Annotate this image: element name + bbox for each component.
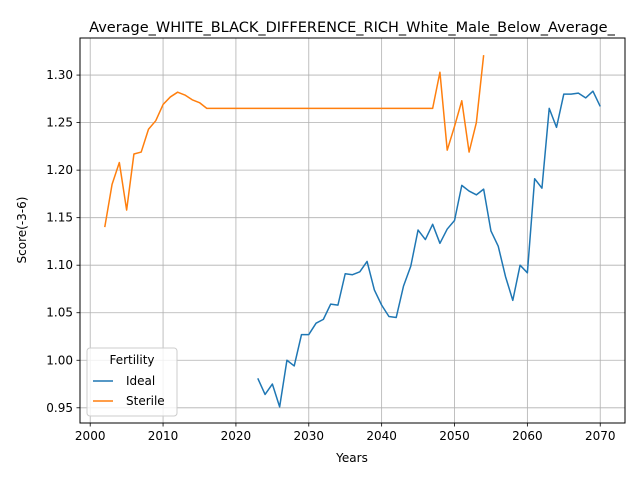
y-tick-label: 1.05 — [46, 306, 73, 320]
x-tick-label: 2050 — [439, 429, 470, 443]
legend-label-sterile: Sterile — [126, 394, 165, 408]
y-tick-label: 0.95 — [46, 401, 73, 415]
x-tick-label: 2000 — [75, 429, 106, 443]
x-tick-label: 2020 — [221, 429, 252, 443]
y-tick-label: 1.30 — [46, 68, 73, 82]
x-tick-label: 2040 — [366, 429, 397, 443]
x-tick-label: 2030 — [294, 429, 325, 443]
y-tick-label: 1.10 — [46, 258, 73, 272]
x-tick-label: 2060 — [512, 429, 543, 443]
y-tick-label: 1.25 — [46, 116, 73, 130]
chart-title: Average_WHITE_BLACK_DIFFERENCE_RICH_Whit… — [89, 20, 615, 36]
legend-title: Fertility — [109, 353, 154, 367]
x-tick-label: 2010 — [148, 429, 179, 443]
y-axis-label: Score(-3-6) — [15, 197, 29, 264]
legend: Fertility Ideal Sterile — [87, 348, 177, 416]
y-tick-label: 1.15 — [46, 211, 73, 225]
x-axis-label: Years — [335, 451, 368, 465]
legend-label-ideal: Ideal — [126, 374, 155, 388]
y-tick-label: 1.20 — [46, 163, 73, 177]
y-tick-label: 1.00 — [46, 353, 73, 367]
x-tick-label: 2070 — [585, 429, 616, 443]
